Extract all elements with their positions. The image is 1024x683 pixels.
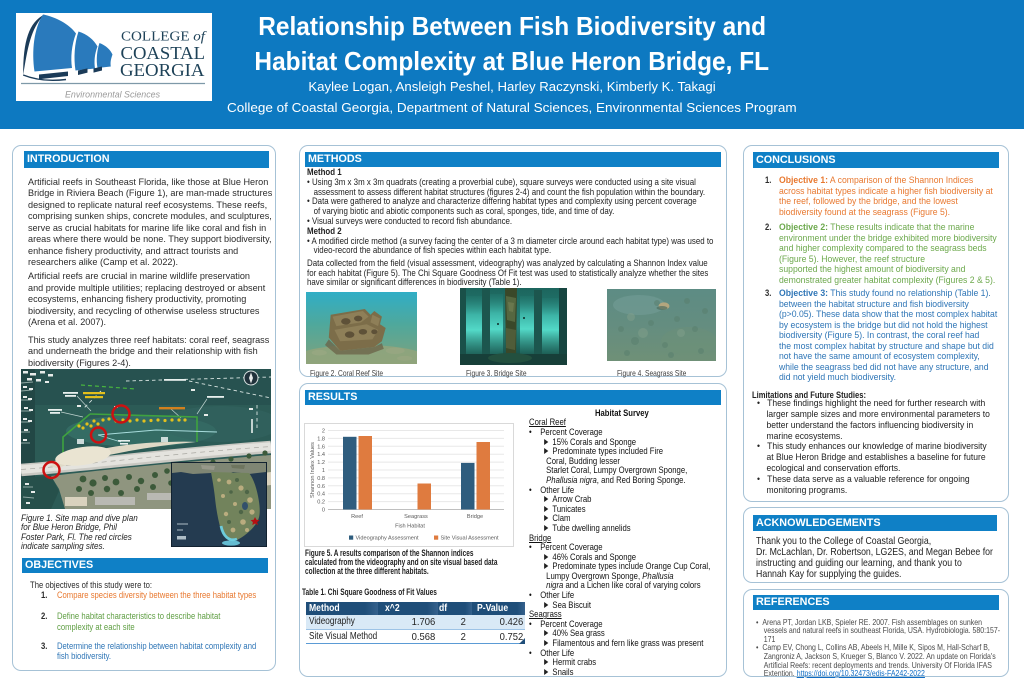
svg-text:GEORGIA: GEORGIA (120, 60, 205, 80)
svg-text:0.4: 0.4 (317, 492, 325, 498)
svg-text:Seagrass: Seagrass (404, 514, 428, 520)
svg-text:1.2: 1.2 (317, 460, 325, 466)
svg-text:1: 1 (322, 468, 325, 474)
svg-text:COLLEGE of: COLLEGE of (121, 30, 207, 45)
svg-text:Bridge: Bridge (467, 514, 483, 520)
svg-text:0.8: 0.8 (317, 476, 325, 482)
svg-text:Videography Assessment: Videography Assessment (356, 536, 419, 542)
svg-text:0: 0 (322, 508, 325, 514)
svg-text:1.6: 1.6 (317, 444, 325, 450)
svg-text:1.8: 1.8 (317, 436, 325, 442)
svg-text:1.4: 1.4 (317, 452, 325, 458)
svg-text:Reef: Reef (351, 514, 363, 520)
svg-text:2: 2 (322, 429, 325, 435)
svg-text:0.2: 0.2 (317, 500, 325, 506)
svg-text:COASTAL: COASTAL (121, 43, 206, 63)
svg-text:Fish Habitat: Fish Habitat (395, 524, 425, 530)
svg-text:Shannon Index Values: Shannon Index Values (310, 442, 316, 498)
svg-text:Site Visual Assessment: Site Visual Assessment (441, 536, 499, 542)
svg-text:Environmental Sciences: Environmental Sciences (65, 89, 160, 100)
svg-text:0.6: 0.6 (317, 484, 325, 490)
